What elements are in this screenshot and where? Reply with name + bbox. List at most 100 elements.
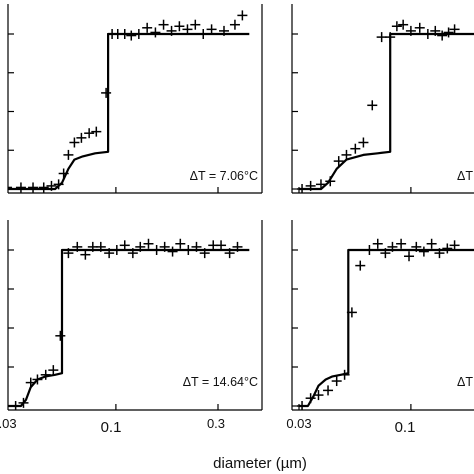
data-point: [398, 19, 409, 30]
data-point: [346, 307, 357, 318]
data-point: [101, 87, 112, 98]
data-point: [443, 27, 454, 38]
data-point: [119, 29, 130, 39]
data-point: [159, 241, 170, 252]
data-point: [333, 156, 344, 167]
data-point: [28, 182, 39, 193]
data-point: [396, 238, 407, 249]
data-point: [143, 238, 154, 249]
data-point: [418, 246, 429, 257]
data-point: [182, 24, 193, 35]
data-point: [150, 27, 161, 38]
data-point: [63, 248, 74, 259]
data-point: [315, 179, 326, 190]
data-point: [404, 251, 415, 262]
data-point: [229, 19, 240, 30]
data-point: [48, 365, 59, 376]
model-curve: [299, 32, 474, 191]
data-point: [126, 30, 137, 41]
x-tick-label-0.3: 0.3: [207, 416, 225, 431]
data-point: [175, 238, 186, 249]
data-point: [237, 10, 248, 21]
data-point: [350, 143, 361, 154]
data-point: [91, 126, 102, 137]
data-point: [380, 248, 391, 259]
data-point: [430, 25, 441, 36]
x-tick-label-0.03: 0.03: [0, 416, 17, 431]
data-point: [127, 248, 138, 259]
data-point: [135, 241, 146, 252]
data-point: [405, 25, 416, 36]
data-point: [449, 24, 460, 35]
data-point: [166, 25, 177, 36]
data-point: [174, 21, 185, 32]
data-point: [104, 248, 115, 259]
delta-t-annotation: ΔT = 7.06°C: [190, 169, 258, 183]
data-point: [218, 25, 229, 36]
data-point: [53, 179, 64, 190]
data-point: [95, 241, 106, 252]
model-curve: [8, 32, 250, 191]
delta-t-annotation: ΔT = 14.64°C: [183, 375, 258, 389]
x-tick-label-0.03-right: 0.03: [286, 416, 311, 431]
data-point: [426, 238, 437, 249]
data-point: [442, 243, 453, 254]
data-point: [206, 24, 217, 35]
data-point: [190, 19, 201, 30]
data-point: [72, 241, 83, 252]
data-point: [58, 168, 69, 179]
data-point: [325, 176, 336, 187]
data-point: [364, 245, 375, 255]
data-point: [437, 30, 448, 41]
data-point: [414, 22, 425, 33]
data-point: [142, 22, 153, 33]
data-point: [76, 132, 87, 143]
data-point: [183, 245, 194, 255]
data-point: [232, 241, 243, 252]
data-point: [341, 149, 352, 160]
data-point: [191, 241, 202, 252]
delta-t-annotation: ΔT: [457, 169, 473, 183]
model-curve: [299, 248, 474, 408]
data-point: [55, 330, 66, 341]
data-point: [358, 137, 369, 148]
plot-area: [297, 19, 474, 193]
data-point: [198, 29, 209, 39]
data-point: [199, 248, 210, 259]
data-point: [133, 29, 144, 39]
panel-top-left: ΔT = 7.06°C: [7, 4, 263, 194]
data-point: [331, 376, 342, 387]
data-point: [434, 248, 445, 259]
data-point: [449, 240, 460, 251]
data-point: [25, 377, 36, 388]
data-point: [69, 137, 80, 148]
data-point: [151, 245, 162, 255]
data-point: [385, 32, 396, 43]
data-point: [8, 186, 13, 189]
data-point: [63, 149, 74, 160]
data-point: [18, 397, 29, 408]
data-point: [80, 249, 91, 260]
plot-area: [297, 238, 474, 410]
data-point: [367, 100, 378, 111]
data-point: [10, 401, 21, 410]
data-point: [32, 374, 43, 385]
data-point: [422, 29, 433, 39]
data-point: [411, 241, 422, 252]
panel-top-right: ΔT: [291, 4, 474, 194]
data-point: [216, 240, 227, 251]
data-point: [305, 393, 316, 404]
data-point: [355, 260, 366, 271]
data-point: [111, 245, 122, 255]
data-point: [158, 19, 169, 30]
x-tick-label-0.1: 0.1: [101, 419, 122, 436]
data-point: [38, 182, 49, 193]
data-point: [119, 240, 130, 251]
data-point: [297, 184, 308, 193]
data-point: [387, 241, 398, 252]
plot-area: [8, 238, 250, 410]
panel-bottom-right: ΔT: [291, 220, 474, 411]
x-tick-label-0.1-right: 0.1: [395, 419, 416, 436]
data-point: [376, 32, 387, 43]
